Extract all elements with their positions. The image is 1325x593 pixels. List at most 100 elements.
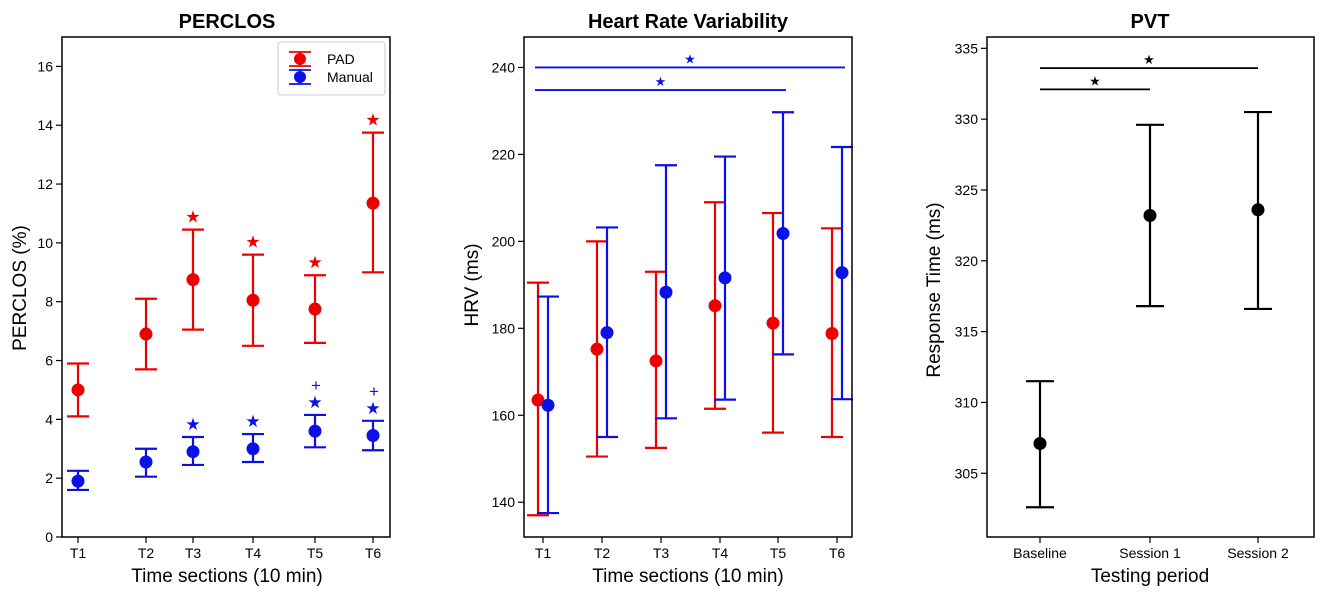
perclos-legend: PAD Manual: [277, 41, 386, 96]
perclos-manual-point: [308, 424, 322, 438]
pvt-title: PVT: [1131, 11, 1170, 33]
pvt-ytick-label: 305: [955, 465, 979, 481]
hrv-manual-point: [835, 266, 849, 280]
perclos-xtick-label: T2: [138, 545, 155, 561]
pvt-ytick-label: 335: [955, 40, 979, 56]
legend-label-manual: Manual: [327, 69, 373, 85]
perclos-manual-sig-plus: +: [369, 382, 379, 401]
hrv-manual-point: [600, 326, 614, 340]
hrv-xtick-label: T6: [829, 545, 846, 561]
perclos-pad-point: [186, 273, 200, 287]
hrv-pad-point: [649, 354, 663, 368]
perclos-xtick-label: T6: [365, 545, 382, 561]
perclos-pad-point: [71, 383, 85, 397]
pvt-ytick-label: 320: [955, 253, 979, 269]
pvt-ytick-label: 330: [955, 111, 979, 127]
hrv-manual-point: [776, 227, 790, 241]
perclos-ytick-label: 4: [45, 411, 53, 427]
perclos-ytick-label: 10: [37, 235, 53, 251]
legend-label-pad: PAD: [327, 51, 355, 67]
perclos-pad-point: [308, 302, 322, 316]
perclos-plot-frame: [61, 36, 391, 538]
hrv-ytick-label: 240: [492, 59, 516, 75]
perclos-title: PERCLOS: [179, 11, 276, 33]
perclos-ytick-label: 12: [37, 176, 53, 192]
perclos-manual-sig-plus: +: [311, 376, 321, 395]
perclos-xtick-label: T3: [185, 545, 202, 561]
hrv-pad-point: [531, 393, 545, 407]
hrv-ytick-label: 160: [492, 407, 516, 423]
perclos-ytick-label: 6: [45, 353, 53, 369]
pvt-plot-frame: [986, 36, 1315, 538]
hrv-pad-point: [708, 299, 722, 313]
hrv-significance-star: ★: [655, 74, 667, 89]
perclos-xtick-label: T4: [245, 545, 262, 561]
hrv-xtick-label: T2: [594, 545, 611, 561]
hrv-pad-point: [825, 327, 839, 341]
perclos-ytick-label: 2: [45, 470, 53, 486]
pvt-ytick-label: 310: [955, 394, 979, 410]
perclos-manual-sig-star: ★: [307, 393, 322, 412]
perclos-manual-sig-star: ★: [245, 412, 260, 431]
perclos-manual-point: [139, 455, 153, 469]
perclos-manual-point: [246, 442, 260, 456]
perclos-xtick-label: T5: [307, 545, 324, 561]
hrv-manual-point: [541, 398, 555, 412]
hrv-manual-point: [659, 285, 673, 299]
perclos-pad-point: [366, 196, 380, 210]
hrv-panel: Heart Rate Variability Time sections (10…: [462, 11, 853, 587]
hrv-title: Heart Rate Variability: [588, 11, 789, 33]
perclos-ytick-label: 0: [45, 529, 53, 545]
perclos-pad-point: [246, 293, 260, 307]
pvt-ylabel: Response Time (ms): [924, 202, 945, 377]
hrv-ytick-label: 220: [492, 146, 516, 162]
hrv-ytick-label: 180: [492, 320, 516, 336]
pvt-xtick-label: Baseline: [1013, 545, 1067, 561]
pvt-panel: PVT Testing period Response Time (ms) 30…: [924, 11, 1315, 587]
pvt-pvt-point: [1251, 203, 1265, 217]
legend-manual-marker: [289, 69, 311, 85]
perclos-manual-sig-star: ★: [185, 415, 200, 434]
hrv-significance-star: ★: [684, 51, 696, 66]
hrv-xtick-label: T1: [535, 545, 552, 561]
pvt-ytick-label: 325: [955, 182, 979, 198]
legend-box: [277, 41, 386, 96]
perclos-pad-sig-star: ★: [245, 233, 260, 252]
hrv-pad-point: [766, 316, 780, 330]
perclos-xtick-label: T1: [70, 545, 87, 561]
perclos-manual-point: [366, 429, 380, 443]
perclos-manual-point: [186, 445, 200, 459]
perclos-pad-sig-star: ★: [365, 111, 380, 130]
hrv-ytick-label: 140: [492, 494, 516, 510]
perclos-panel: PERCLOS Time sections (10 min) PERCLOS (…: [10, 11, 391, 587]
pvt-ytick-label: 315: [955, 324, 979, 340]
pvt-xtick-label: Session 2: [1227, 545, 1289, 561]
legend-pad-marker: [289, 51, 311, 67]
perclos-ylabel: PERCLOS (%): [10, 225, 31, 351]
perclos-manual-sig-star: ★: [365, 399, 380, 418]
perclos-ytick-label: 8: [45, 294, 53, 310]
pvt-pvt-point: [1033, 437, 1047, 451]
pvt-significance-star: ★: [1143, 52, 1155, 67]
perclos-ytick-label: 14: [37, 117, 53, 133]
pvt-xlabel: Testing period: [1091, 566, 1209, 587]
perclos-xlabel: Time sections (10 min): [131, 566, 322, 587]
hrv-plot-frame: [523, 36, 853, 538]
hrv-xtick-label: T4: [712, 545, 729, 561]
perclos-pad-point: [139, 327, 153, 341]
hrv-xtick-label: T5: [770, 545, 787, 561]
hrv-manual-point: [718, 271, 732, 285]
hrv-xlabel: Time sections (10 min): [592, 566, 783, 587]
perclos-pad-sig-star: ★: [185, 208, 200, 227]
hrv-pad-point: [590, 342, 604, 356]
pvt-pvt-point: [1143, 208, 1157, 222]
pvt-significance-star: ★: [1089, 73, 1101, 88]
hrv-xtick-label: T3: [653, 545, 670, 561]
perclos-ytick-label: 16: [37, 58, 53, 74]
perclos-pad-sig-star: ★: [307, 253, 322, 272]
hrv-ylabel: HRV (ms): [462, 243, 483, 326]
hrv-ytick-label: 200: [492, 233, 516, 249]
pvt-xtick-label: Session 1: [1119, 545, 1181, 561]
perclos-manual-point: [71, 474, 85, 488]
